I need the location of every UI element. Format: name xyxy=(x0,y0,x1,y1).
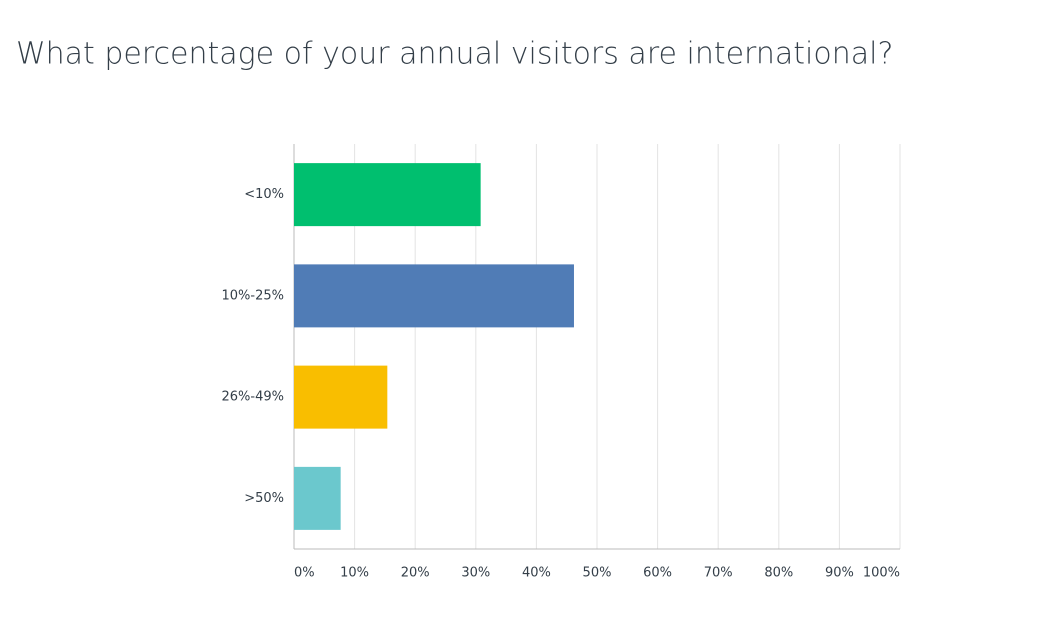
bar xyxy=(294,264,574,328)
chart-title: What percentage of your annual visitors … xyxy=(16,37,893,72)
x-tick-label: 0% xyxy=(294,566,315,581)
x-tick-label: 60% xyxy=(643,566,672,581)
bar xyxy=(294,365,388,429)
y-tick-label: 10%-25% xyxy=(222,288,284,303)
y-tick-label: >50% xyxy=(244,491,284,506)
x-tick-label: 40% xyxy=(522,566,551,581)
y-tick-label: 26%-49% xyxy=(222,390,284,405)
y-tick-label: <10% xyxy=(244,187,284,202)
bar xyxy=(294,163,481,227)
bar xyxy=(294,466,341,530)
x-tick-label: 10% xyxy=(340,566,369,581)
x-tick-label: 70% xyxy=(704,566,733,581)
x-tick-label: 30% xyxy=(461,566,490,581)
x-tick-label: 90% xyxy=(825,566,854,581)
x-tick-label: 50% xyxy=(583,566,612,581)
x-tick-label: 80% xyxy=(764,566,793,581)
x-tick-label: 20% xyxy=(401,566,430,581)
x-tick-label: 100% xyxy=(863,566,900,581)
